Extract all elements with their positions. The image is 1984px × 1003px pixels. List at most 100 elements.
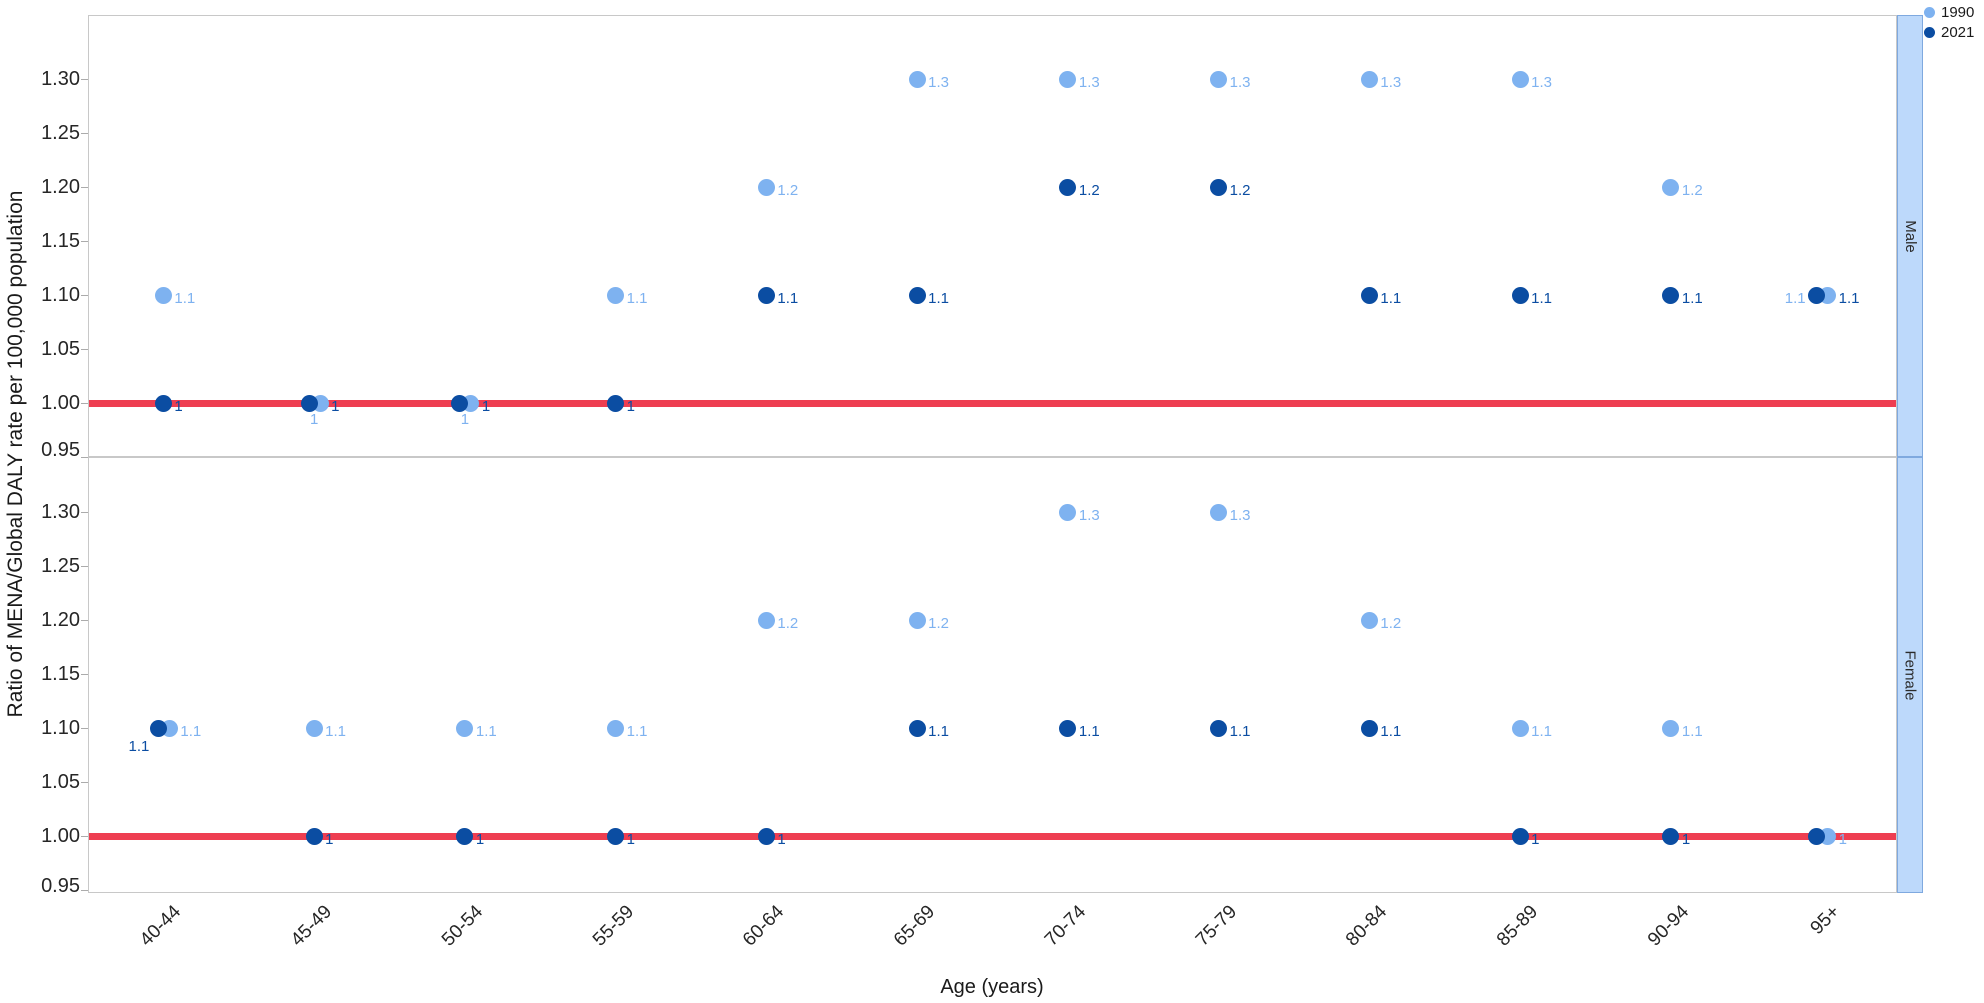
point-label-2021-female-80-84: 1.1 bbox=[1380, 723, 1402, 740]
point-label-1990-male-60-64: 1.2 bbox=[777, 182, 799, 199]
point-2021-female-80-84[interactable] bbox=[1360, 719, 1378, 737]
point-1990-female-80-84[interactable] bbox=[1360, 611, 1378, 629]
point-label-1990-male-55-59: 1.1 bbox=[626, 290, 648, 307]
point-2021-male-40-44[interactable] bbox=[154, 394, 172, 412]
point-1990-female-65-69[interactable] bbox=[908, 611, 926, 629]
y-tick-label-male: 1.05 bbox=[41, 338, 80, 360]
y-tick-mark-female bbox=[81, 512, 88, 513]
point-1990-female-85-89[interactable] bbox=[1511, 719, 1529, 737]
y-tick-label-female: 0.95 bbox=[41, 875, 80, 897]
x-tick-label-95+: 95+ bbox=[1806, 901, 1844, 939]
point-2021-male-90-94[interactable] bbox=[1662, 286, 1680, 304]
point-label-1990-female-90-94: 1.1 bbox=[1681, 723, 1703, 740]
point-label-2021-female-75-79: 1.1 bbox=[1229, 723, 1251, 740]
point-2021-female-60-64[interactable] bbox=[757, 827, 775, 845]
point-1990-female-70-74[interactable] bbox=[1059, 503, 1077, 521]
y-tick-label-female: 1.00 bbox=[41, 825, 80, 847]
point-2021-female-45-49[interactable] bbox=[305, 827, 323, 845]
point-1990-male-65-69[interactable] bbox=[908, 70, 926, 88]
legend-label-2021: 2021 bbox=[1941, 24, 1975, 41]
y-tick-label-male: 1.25 bbox=[41, 122, 80, 144]
legend-item-1990[interactable]: 1990 bbox=[1924, 5, 1974, 20]
point-2021-male-45-49[interactable] bbox=[300, 394, 318, 412]
point-label-2021-male-95+: 1.1 bbox=[1838, 290, 1860, 307]
point-2021-female-55-59[interactable] bbox=[607, 827, 625, 845]
y-tick-label-female: 1.30 bbox=[41, 501, 80, 523]
point-1990-male-90-94[interactable] bbox=[1662, 178, 1680, 196]
point-2021-female-65-69[interactable] bbox=[908, 719, 926, 737]
point-2021-male-50-54[interactable] bbox=[451, 394, 469, 412]
point-1990-male-40-44[interactable] bbox=[154, 286, 172, 304]
x-tick-label-55-59: 55-59 bbox=[588, 901, 638, 951]
point-2021-male-75-79[interactable] bbox=[1210, 178, 1228, 196]
point-2021-male-65-69[interactable] bbox=[908, 286, 926, 304]
point-2021-male-95+[interactable] bbox=[1808, 286, 1826, 304]
point-1990-male-75-79[interactable] bbox=[1210, 70, 1228, 88]
point-label-1990-male-70-74: 1.3 bbox=[1078, 74, 1100, 91]
y-tick-label-male: 1.20 bbox=[41, 176, 80, 198]
point-label-2021-male-40-44: 1 bbox=[174, 398, 183, 415]
y-tick-label-male: 0.95 bbox=[41, 439, 80, 461]
point-label-1990-female-50-54: 1.1 bbox=[475, 723, 497, 740]
y-tick-label-male: 1.15 bbox=[41, 230, 80, 252]
point-2021-male-55-59[interactable] bbox=[607, 394, 625, 412]
point-1990-female-60-64[interactable] bbox=[757, 611, 775, 629]
x-tick-label-80-84: 80-84 bbox=[1342, 901, 1392, 951]
point-2021-female-90-94[interactable] bbox=[1662, 827, 1680, 845]
point-label-2021-male-75-79: 1.2 bbox=[1229, 182, 1251, 199]
point-1990-male-60-64[interactable] bbox=[757, 178, 775, 196]
point-1990-female-45-49[interactable] bbox=[305, 719, 323, 737]
y-tick-mark-female bbox=[81, 620, 88, 621]
y-tick-label-female: 1.05 bbox=[41, 771, 80, 793]
point-2021-female-70-74[interactable] bbox=[1059, 719, 1077, 737]
point-label-2021-female-60-64: 1 bbox=[777, 831, 786, 848]
facet-strip-female: Female bbox=[1897, 457, 1923, 893]
point-2021-male-85-89[interactable] bbox=[1511, 286, 1529, 304]
point-label-2021-female-40-44: 1.1 bbox=[128, 738, 150, 755]
point-1990-male-80-84[interactable] bbox=[1360, 70, 1378, 88]
point-1990-male-70-74[interactable] bbox=[1059, 70, 1077, 88]
y-tick-mark-male bbox=[81, 241, 88, 242]
point-2021-male-80-84[interactable] bbox=[1360, 286, 1378, 304]
point-2021-female-40-44[interactable] bbox=[149, 719, 167, 737]
point-label-1990-male-50-54: 1 bbox=[460, 411, 470, 428]
x-tick-label-85-89: 85-89 bbox=[1493, 901, 1543, 951]
point-label-2021-female-70-74: 1.1 bbox=[1078, 723, 1100, 740]
y-tick-mark-female bbox=[81, 836, 88, 837]
point-label-2021-male-70-74: 1.2 bbox=[1078, 182, 1100, 199]
point-2021-female-75-79[interactable] bbox=[1210, 719, 1228, 737]
y-tick-label-female: 1.20 bbox=[41, 609, 80, 631]
point-label-2021-male-80-84: 1.1 bbox=[1380, 290, 1402, 307]
point-label-1990-male-80-84: 1.3 bbox=[1380, 74, 1402, 91]
y-tick-mark-male bbox=[81, 133, 88, 134]
y-tick-label-female: 1.15 bbox=[41, 663, 80, 685]
y-tick-mark-female bbox=[81, 728, 88, 729]
point-1990-male-85-89[interactable] bbox=[1511, 70, 1529, 88]
point-1990-female-55-59[interactable] bbox=[607, 719, 625, 737]
y-tick-mark-male bbox=[81, 79, 88, 80]
panel-female bbox=[88, 457, 1897, 893]
legend-label-1990: 1990 bbox=[1941, 4, 1975, 21]
point-label-1990-female-85-89: 1.1 bbox=[1531, 723, 1552, 740]
point-label-2021-male-50-54: 1 bbox=[481, 398, 491, 415]
legend-item-2021[interactable]: 2021 bbox=[1924, 25, 1974, 40]
y-tick-mark-male bbox=[81, 295, 88, 296]
y-tick-label-male: 1.30 bbox=[41, 68, 80, 90]
legend-dot-1990 bbox=[1924, 7, 1935, 18]
x-tick-label-40-44: 40-44 bbox=[136, 901, 186, 951]
reference-line-male bbox=[89, 400, 1896, 407]
point-1990-female-75-79[interactable] bbox=[1210, 503, 1228, 521]
point-2021-female-50-54[interactable] bbox=[456, 827, 474, 845]
point-label-2021-female-55-59: 1 bbox=[626, 831, 635, 848]
point-1990-male-55-59[interactable] bbox=[607, 286, 625, 304]
facet-strip-male: Male bbox=[1897, 15, 1923, 457]
point-2021-male-60-64[interactable] bbox=[757, 286, 775, 304]
point-label-2021-male-45-49: 1 bbox=[331, 398, 340, 415]
point-label-1990-female-60-64: 1.2 bbox=[777, 615, 799, 632]
point-1990-female-50-54[interactable] bbox=[456, 719, 474, 737]
point-1990-female-90-94[interactable] bbox=[1662, 719, 1680, 737]
point-2021-male-70-74[interactable] bbox=[1059, 178, 1077, 196]
point-2021-female-85-89[interactable] bbox=[1511, 827, 1529, 845]
point-2021-female-95+[interactable] bbox=[1808, 827, 1826, 845]
